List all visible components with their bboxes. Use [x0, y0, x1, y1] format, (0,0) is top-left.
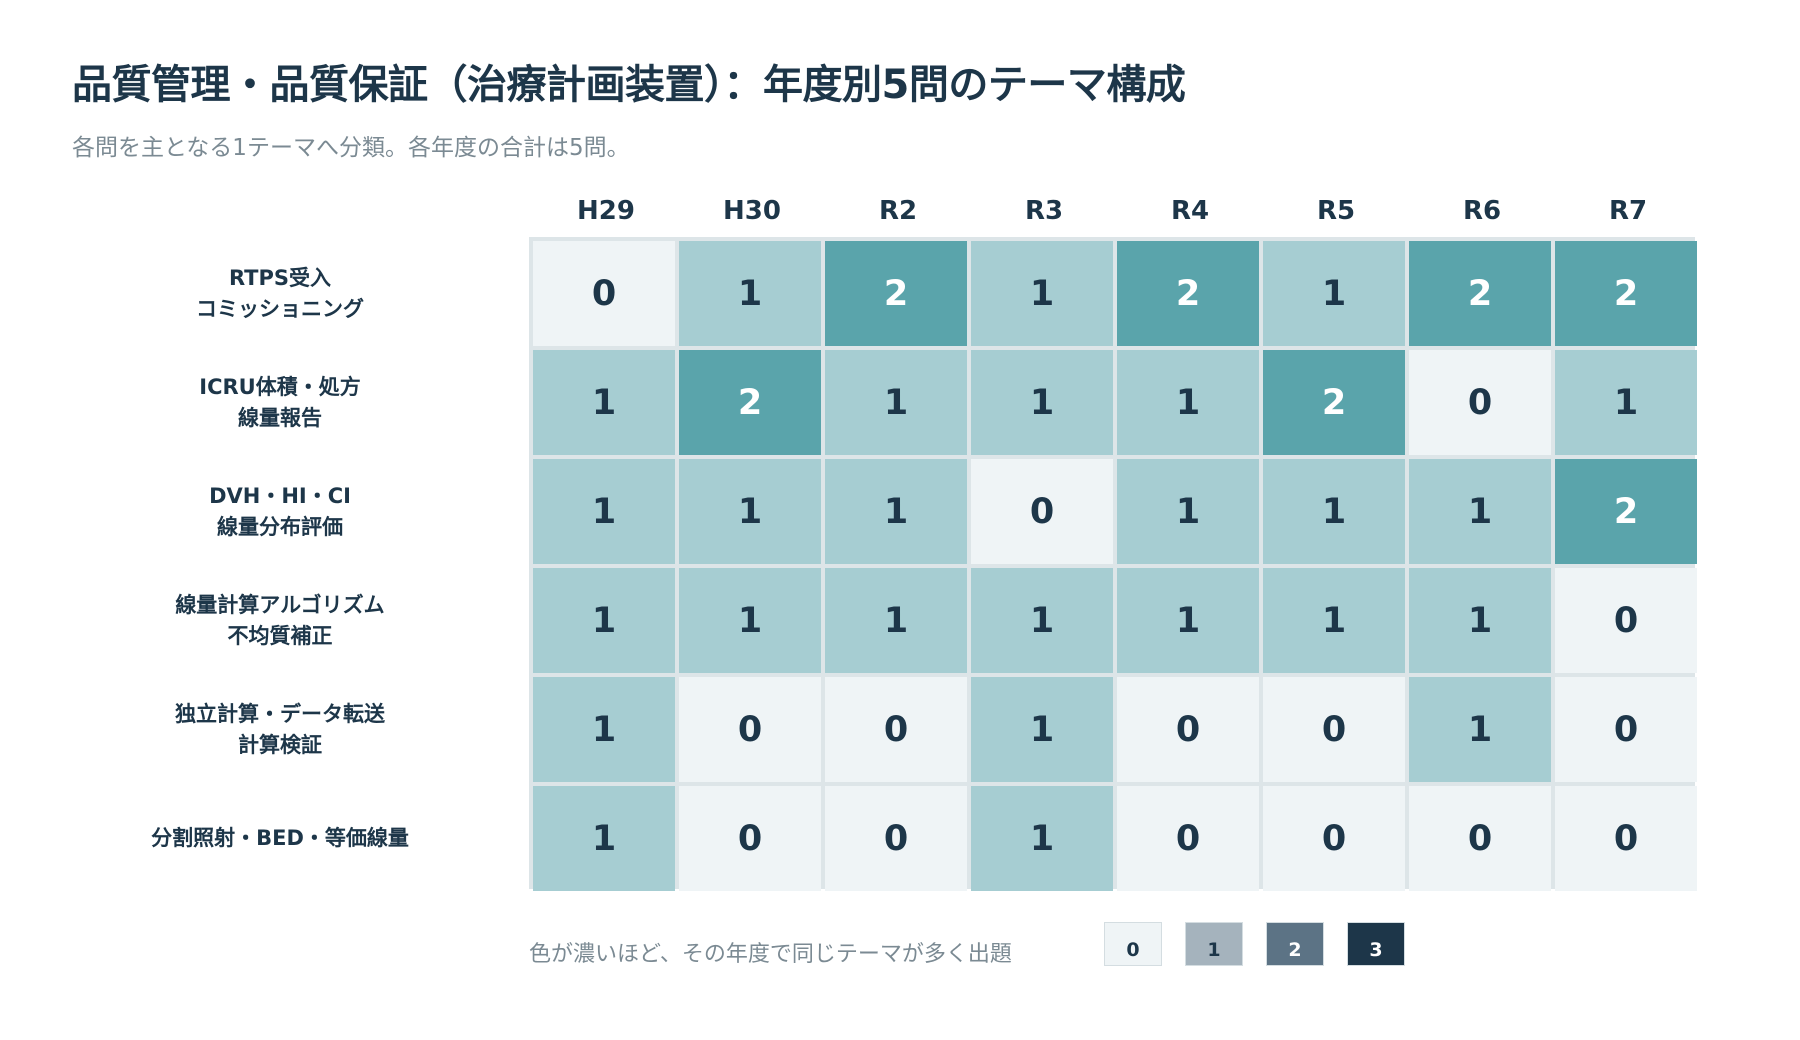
column-header-h29: H29	[577, 196, 635, 226]
heatmap-cell: 1	[533, 350, 675, 455]
row-label-3: DVH・HI・CI 線量分布評価	[120, 481, 440, 543]
heatmap-cell: 1	[1409, 568, 1551, 673]
heatmap-cell: 1	[1555, 350, 1697, 455]
column-header-r4: R4	[1170, 196, 1210, 226]
heatmap-cell: 1	[825, 350, 967, 455]
heatmap-cell: 0	[971, 459, 1113, 564]
column-header-r3: R3	[1024, 196, 1064, 226]
row-label-line: 不均質補正	[227, 623, 333, 648]
heatmap-cell: 1	[533, 568, 675, 673]
column-header-r6: R6	[1462, 196, 1502, 226]
row-label-2: ICRU体積・処方 線量報告	[120, 372, 440, 434]
row-label-4: 線量計算アルゴリズム 不均質補正	[120, 590, 440, 652]
legend-swatch-1: 1	[1185, 922, 1243, 966]
heatmap-cell: 0	[533, 241, 675, 346]
column-header-r2: R2	[878, 196, 918, 226]
heatmap-cell: 1	[971, 677, 1113, 782]
row-label-line: コミッショニング	[196, 296, 364, 321]
heatmap-cell: 2	[1117, 241, 1259, 346]
row-label-line: 線量報告	[238, 405, 322, 430]
row-label-line: ICRU体積・処方	[199, 374, 361, 399]
heatmap-cell: 0	[1409, 350, 1551, 455]
heatmap-cell: 1	[971, 568, 1113, 673]
chart-title: 品質管理・品質保証（治療計画装置）：年度別5問のテーマ構成	[72, 62, 1186, 108]
row-label-line: 独立計算・データ転送	[175, 701, 385, 726]
heatmap-cell: 0	[679, 786, 821, 891]
heatmap-cell: 1	[1263, 459, 1405, 564]
row-label-line: 分割照射・BED・等価線量	[151, 826, 409, 850]
heatmap-cell: 1	[679, 459, 821, 564]
heatmap-cell: 1	[971, 350, 1113, 455]
row-label-1: RTPS受入コミッショニング	[120, 263, 440, 325]
heatmap-cell: 2	[1409, 241, 1551, 346]
chart-subtitle: 各問を主となる1テーマへ分類。各年度の合計は5問。	[72, 135, 630, 161]
heatmap-cell: 0	[1555, 677, 1697, 782]
heatmap-cell: 0	[1117, 786, 1259, 891]
legend-swatch-0: 0	[1104, 922, 1162, 966]
heatmap-cell: 1	[825, 459, 967, 564]
heatmap-cell: 1	[679, 241, 821, 346]
heatmap-cell: 1	[1409, 677, 1551, 782]
column-header-h30: H30	[723, 196, 781, 226]
heatmap-cell: 1	[533, 459, 675, 564]
row-label-line: 線量分布評価	[217, 514, 343, 539]
legend-swatch-2: 2	[1266, 922, 1324, 966]
heatmap-cell: 2	[1555, 241, 1697, 346]
row-label-line: 計算検証	[238, 732, 322, 757]
heatmap-cell: 1	[1409, 459, 1551, 564]
heatmap-cell: 0	[679, 677, 821, 782]
heatmap-cell: 1	[825, 568, 967, 673]
heatmap-cell: 1	[1117, 350, 1259, 455]
heatmap-cell: 0	[1409, 786, 1551, 891]
heatmap-cell: 1	[971, 786, 1113, 891]
heatmap-cell: 0	[825, 786, 967, 891]
heatmap-cell: 1	[1263, 241, 1405, 346]
heatmap-cell: 2	[825, 241, 967, 346]
heatmap-cell: 2	[1555, 459, 1697, 564]
column-header-r7: R7	[1608, 196, 1648, 226]
row-label-5: 独立計算・データ転送 計算検証	[120, 699, 440, 761]
heatmap-cell: 0	[1117, 677, 1259, 782]
heatmap-cell: 0	[1555, 786, 1697, 891]
heatmap-cell: 1	[679, 568, 821, 673]
heatmap-cell: 0	[1263, 786, 1405, 891]
heatmap-cell: 2	[1263, 350, 1405, 455]
heatmap-cell: 1	[533, 786, 675, 891]
heatmap-cell: 2	[679, 350, 821, 455]
heatmap-cell: 0	[1263, 677, 1405, 782]
row-label-6: 分割照射・BED・等価線量	[120, 823, 440, 854]
heatmap-cell: 1	[1117, 459, 1259, 564]
row-label-line: DVH・HI・CI	[209, 483, 351, 508]
heatmap-cell: 1	[971, 241, 1113, 346]
heatmap-cell: 1	[1117, 568, 1259, 673]
heatmap-cell: 1	[533, 677, 675, 782]
legend-swatch-3: 3	[1347, 922, 1405, 966]
heatmap-cell: 0	[825, 677, 967, 782]
legend-caption: 色が濃いほど、その年度で同じテーマが多く出題	[529, 942, 1012, 967]
row-label-line: RTPS受入	[228, 265, 332, 290]
heatmap-cell: 1	[1263, 568, 1405, 673]
row-label-line: 線量計算アルゴリズム	[175, 592, 385, 617]
heatmap-cell: 0	[1555, 568, 1697, 673]
column-header-r5: R5	[1316, 196, 1356, 226]
